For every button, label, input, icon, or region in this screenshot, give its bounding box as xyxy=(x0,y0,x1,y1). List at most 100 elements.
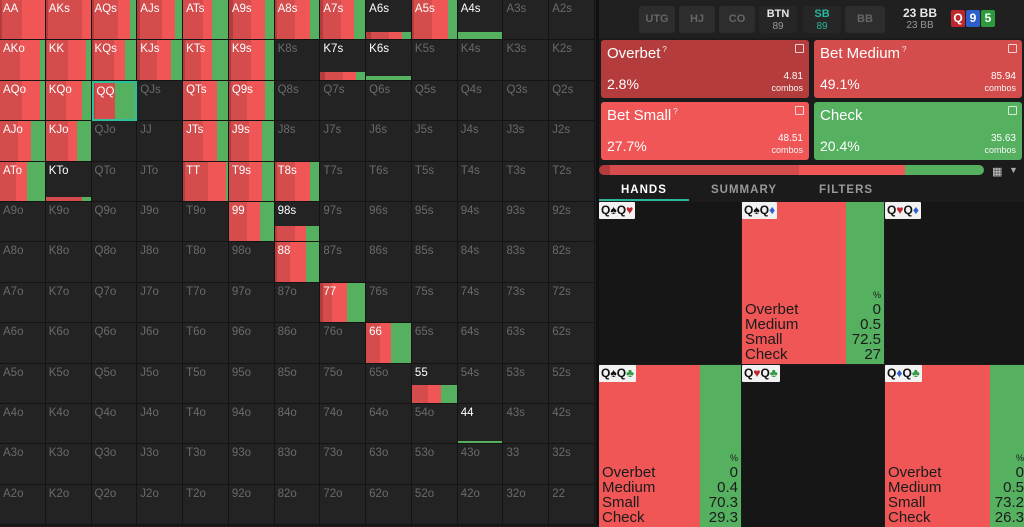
range-cell-A5s[interactable]: A5s xyxy=(411,0,458,41)
range-cell-Q6o[interactable]: Q6o xyxy=(91,323,138,364)
range-cell-74o[interactable]: 74o xyxy=(320,404,367,445)
range-cell-A6o[interactable]: A6o xyxy=(0,323,46,364)
action-check[interactable]: Check 20.4% 35.63 combos xyxy=(814,102,1022,160)
range-cell-T5s[interactable]: T5s xyxy=(411,161,458,202)
hand-combo-card[interactable]: Q♦Q♣ % Overbet 0 Medium 0.5 Small 73.2 Check 26.3 xyxy=(885,365,1024,527)
range-cell-J7s[interactable]: J7s xyxy=(320,121,367,162)
range-cell-Q8s[interactable]: Q8s xyxy=(274,80,321,122)
range-cell-QTs[interactable]: QTs xyxy=(183,80,229,122)
range-cell-32o[interactable]: 32o xyxy=(503,484,550,526)
range-cell-A7o[interactable]: A7o xyxy=(0,282,46,324)
range-cell-J9s[interactable]: J9s xyxy=(228,121,275,162)
range-cell-72s[interactable]: 72s xyxy=(549,282,595,324)
range-cell-K3s[interactable]: K3s xyxy=(503,40,550,81)
info-icon[interactable]: ? xyxy=(902,45,907,54)
range-cell-97o[interactable]: 97o xyxy=(228,282,275,324)
range-cell-K9o[interactable]: K9o xyxy=(45,202,92,243)
range-cell-KK[interactable]: KK xyxy=(45,40,92,81)
range-cell-T5o[interactable]: T5o xyxy=(183,363,229,404)
range-cell-62s[interactable]: 62s xyxy=(549,323,595,364)
range-cell-65s[interactable]: 65s xyxy=(411,323,458,364)
range-cell-J9o[interactable]: J9o xyxy=(137,202,184,243)
range-cell-53s[interactable]: 53s xyxy=(503,363,550,404)
range-cell-A9o[interactable]: A9o xyxy=(0,202,46,243)
range-cell-82o[interactable]: 82o xyxy=(274,484,321,526)
range-cell-55[interactable]: 55 xyxy=(411,363,458,404)
range-cell-T7s[interactable]: T7s xyxy=(320,161,367,202)
range-cell-JTs[interactable]: JTs xyxy=(183,121,229,162)
calculator-icon[interactable] xyxy=(795,106,804,115)
range-cell-T9o[interactable]: T9o xyxy=(183,202,229,243)
range-cell-J6o[interactable]: J6o xyxy=(137,323,184,364)
range-cell-T6s[interactable]: T6s xyxy=(366,161,412,202)
range-cell-43s[interactable]: 43s xyxy=(503,404,550,445)
range-cell-KJo[interactable]: KJo xyxy=(45,121,92,162)
range-cell-64s[interactable]: 64s xyxy=(457,323,504,364)
range-cell-AKs[interactable]: AKs xyxy=(45,0,92,41)
range-cell-87s[interactable]: 87s xyxy=(320,242,367,283)
range-cell-Q2o[interactable]: Q2o xyxy=(91,484,138,526)
range-cell-Q4o[interactable]: Q4o xyxy=(91,404,138,445)
range-cell-T6o[interactable]: T6o xyxy=(183,323,229,364)
range-cell-85o[interactable]: 85o xyxy=(274,363,321,404)
pos-co[interactable]: CO xyxy=(719,6,755,33)
range-cell-64o[interactable]: 64o xyxy=(366,404,412,445)
range-cell-KJs[interactable]: KJs xyxy=(137,40,184,81)
range-cell-Q9s[interactable]: Q9s xyxy=(228,80,275,122)
range-cell-K2o[interactable]: K2o xyxy=(45,484,92,526)
action-overbet[interactable]: Overbet? 2.8% 4.81 combos xyxy=(601,40,809,98)
range-cell-66[interactable]: 66 xyxy=(366,323,412,364)
range-cell-AJs[interactable]: AJs xyxy=(137,0,184,41)
range-cell-K7o[interactable]: K7o xyxy=(45,282,92,324)
range-cell-88[interactable]: 88 xyxy=(274,242,321,283)
range-cell-KQo[interactable]: KQo xyxy=(45,80,92,122)
range-cell-AKo[interactable]: AKo xyxy=(0,40,46,81)
pos-sb[interactable]: SB 89 xyxy=(803,6,841,33)
pos-hj[interactable]: HJ xyxy=(679,6,715,33)
hand-combo-card[interactable]: Q♠Q♥ xyxy=(599,202,741,364)
range-cell-63o[interactable]: 63o xyxy=(366,444,412,485)
hand-combo-card[interactable]: Q♥Q♦ xyxy=(885,202,1024,364)
range-cell-54s[interactable]: 54s xyxy=(457,363,504,404)
range-cell-QJs[interactable]: QJs xyxy=(137,80,184,122)
range-cell-K8o[interactable]: K8o xyxy=(45,242,92,283)
range-cell-A7s[interactable]: A7s xyxy=(320,0,367,41)
range-cell-76s[interactable]: 76s xyxy=(366,282,412,324)
range-cell-86o[interactable]: 86o xyxy=(274,323,321,364)
range-cell-J6s[interactable]: J6s xyxy=(366,121,412,162)
range-cell-Q5o[interactable]: Q5o xyxy=(91,363,138,404)
range-cell-Q3s[interactable]: Q3s xyxy=(503,80,550,122)
range-cell-KTs[interactable]: KTs xyxy=(183,40,229,81)
range-cell-Q6s[interactable]: Q6s xyxy=(366,80,412,122)
range-cell-Q7s[interactable]: Q7s xyxy=(320,80,367,122)
range-cell-AQo[interactable]: AQo xyxy=(0,80,46,122)
range-cell-53o[interactable]: 53o xyxy=(411,444,458,485)
range-cell-94o[interactable]: 94o xyxy=(228,404,275,445)
hand-combo-card[interactable]: Q♥Q♣ xyxy=(742,365,884,527)
range-cell-Q7o[interactable]: Q7o xyxy=(91,282,138,324)
range-cell-ATs[interactable]: ATs xyxy=(183,0,229,41)
range-cell-87o[interactable]: 87o xyxy=(274,282,321,324)
panel-divider[interactable] xyxy=(596,0,599,525)
range-cell-T3o[interactable]: T3o xyxy=(183,444,229,485)
range-cell-K7s[interactable]: K7s xyxy=(320,40,367,81)
range-cell-92s[interactable]: 92s xyxy=(549,202,595,243)
range-cell-84s[interactable]: 84s xyxy=(457,242,504,283)
range-cell-73s[interactable]: 73s xyxy=(503,282,550,324)
range-cell-A8o[interactable]: A8o xyxy=(0,242,46,283)
range-cell-32s[interactable]: 32s xyxy=(549,444,595,485)
range-cell-83s[interactable]: 83s xyxy=(503,242,550,283)
range-cell-QQ[interactable]: QQ xyxy=(91,80,138,122)
calculator-icon[interactable] xyxy=(795,44,804,53)
range-cell-T4o[interactable]: T4o xyxy=(183,404,229,445)
range-cell-T4s[interactable]: T4s xyxy=(457,161,504,202)
range-cell-22[interactable]: 22 xyxy=(549,484,595,526)
range-cell-J8s[interactable]: J8s xyxy=(274,121,321,162)
range-cell-K5o[interactable]: K5o xyxy=(45,363,92,404)
hand-combo-card[interactable]: Q♠Q♣ % Overbet 0 Medium 0.4 Small 70.3 Check 29.3 xyxy=(599,365,741,527)
range-cell-T2o[interactable]: T2o xyxy=(183,484,229,526)
range-cell-99[interactable]: 99 xyxy=(228,202,275,243)
range-cell-JJ[interactable]: JJ xyxy=(137,121,184,162)
range-cell-85s[interactable]: 85s xyxy=(411,242,458,283)
range-cell-44[interactable]: 44 xyxy=(457,404,504,445)
